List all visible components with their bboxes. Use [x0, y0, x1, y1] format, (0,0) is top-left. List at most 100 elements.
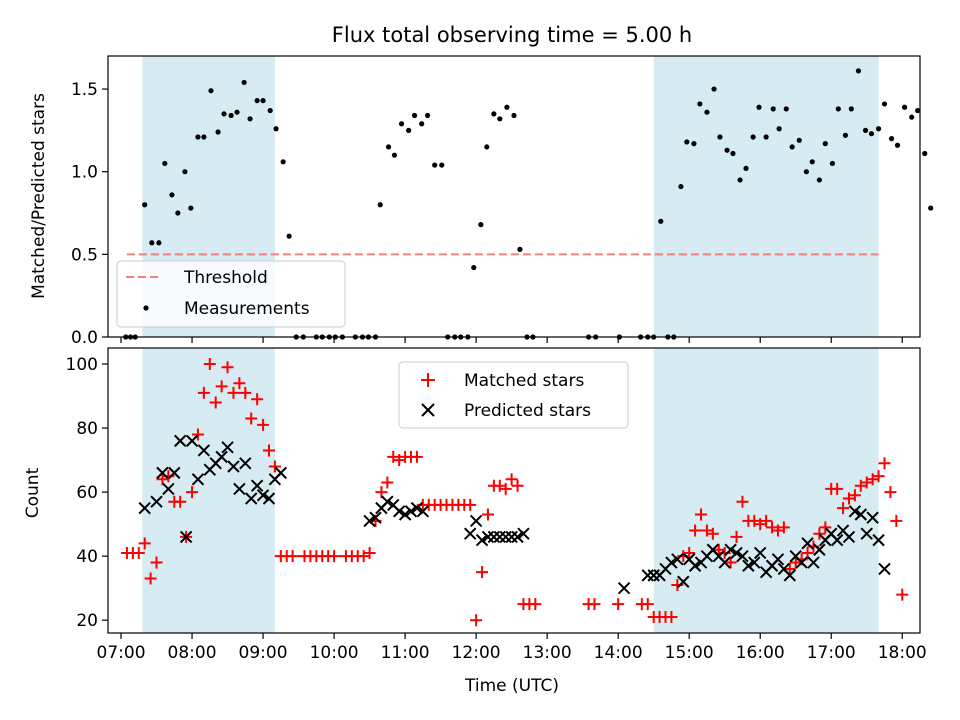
predicted-star-point [233, 482, 246, 496]
predicted-star-point [221, 441, 234, 454]
measurement-point [385, 144, 392, 150]
measurement-point [902, 104, 908, 110]
predicted-star-point [866, 511, 879, 524]
predicted-star-point [807, 556, 820, 569]
measurement-point [743, 165, 749, 171]
predicted-star-point [487, 530, 501, 544]
bottom-y-axis-label: Count [23, 467, 43, 518]
predicted-star-point [801, 537, 814, 550]
measurement-point [208, 88, 214, 94]
measurement-point [822, 141, 828, 147]
top-axes-frame [107, 55, 921, 338]
predicted-star-point [156, 466, 169, 480]
matched-star-point [186, 486, 199, 499]
measurement-point [142, 202, 148, 208]
x-tick-label: 17:00 [807, 643, 856, 663]
measurement-point [267, 107, 273, 114]
measurement-point [241, 79, 247, 86]
top-y-tick-label: 0.5 [71, 245, 98, 265]
measurement-point [182, 169, 188, 175]
predicted-star-point [748, 556, 761, 569]
measurement-point [149, 240, 155, 246]
predicted-star-point [795, 556, 808, 569]
predicted-star-point [185, 434, 199, 448]
matched-star-point [174, 495, 187, 508]
bottom-y-tick-label: 20 [76, 611, 98, 631]
matched-star-point [612, 598, 625, 611]
matched-star-point [529, 598, 542, 611]
predicted-star-point [227, 460, 240, 473]
matched-star-point [878, 457, 891, 470]
top-y-tick-label: 1.0 [71, 163, 98, 183]
measurement-point [835, 106, 841, 112]
predicted-star-point [724, 543, 737, 556]
measurement-point [730, 150, 736, 157]
predicted-star-point [197, 444, 211, 457]
predicted-star-point [511, 530, 524, 544]
measurement-point [377, 202, 383, 208]
matched-star-point [730, 530, 743, 543]
measurement-point [188, 205, 194, 211]
matched-star-point [481, 508, 494, 521]
predicted-star-point [245, 492, 258, 505]
measurement-point [419, 121, 425, 127]
measurement-point [848, 106, 854, 112]
predicted-star-point [493, 530, 507, 544]
predicted-star-point [239, 457, 252, 470]
predicted-star-point [677, 575, 690, 588]
matched-star-point [328, 550, 341, 563]
measurement-point [195, 134, 201, 140]
predicted-star-point [475, 533, 489, 547]
measurement-point [691, 141, 697, 147]
matched-star-point [724, 556, 737, 569]
matched-star-point [760, 514, 773, 527]
measurement-point [888, 136, 895, 142]
x-tick-label: 14:00 [594, 643, 643, 663]
count-panel: 20 40 60 80 100 07:00 08:00 09:00 10:00 11:00 12:0… [23, 347, 927, 696]
predicted-star-point [878, 562, 891, 576]
predicted-star-point [150, 495, 163, 508]
predicted-star-point [783, 569, 797, 582]
measurement-point [471, 264, 477, 271]
matched-star-point [848, 489, 861, 502]
measurement-point [504, 104, 510, 110]
matched-star-point [470, 614, 483, 627]
measurement-point [868, 131, 875, 137]
matched-star-point [233, 377, 246, 390]
matched-star-point [268, 460, 281, 473]
measurement-point [215, 129, 221, 135]
matched-star-point [410, 450, 423, 463]
measurement-point [517, 246, 523, 252]
measurement-point [816, 177, 822, 183]
measurement-point [711, 86, 717, 92]
predicted-star-point [469, 514, 483, 528]
matched-star-point [511, 479, 524, 492]
matched-star-point [144, 572, 157, 585]
predicted-star-point [173, 434, 187, 448]
measurement-point [829, 160, 836, 167]
x-tick-label: 08:00 [168, 643, 217, 663]
predicted-star-point [771, 553, 785, 566]
legend-measurements-label: Measurements [184, 299, 310, 319]
matched-star-point [203, 358, 216, 371]
measurement-point [770, 106, 776, 112]
matched-star-point [896, 588, 909, 601]
matched-star-point [138, 537, 151, 550]
bottom-y-tick-label: 60 [76, 483, 98, 503]
predicted-star-point [688, 559, 702, 572]
measurement-point [432, 162, 438, 168]
predicted-star-point [162, 482, 175, 496]
predicted-star-point [872, 533, 885, 547]
bottom-y-tick-label: 40 [76, 547, 98, 567]
measurement-point [439, 162, 445, 168]
measurement-point [862, 127, 869, 133]
predicted-star-point [398, 508, 412, 521]
bottom-legend: Matched stars Predicted stars [398, 361, 629, 429]
measurement-point [254, 98, 260, 104]
matched-star-point [197, 386, 210, 399]
predicted-star-point [736, 549, 749, 563]
measurement-point [391, 152, 398, 158]
measurement-point [175, 210, 181, 216]
predicted-star-point [854, 508, 868, 521]
